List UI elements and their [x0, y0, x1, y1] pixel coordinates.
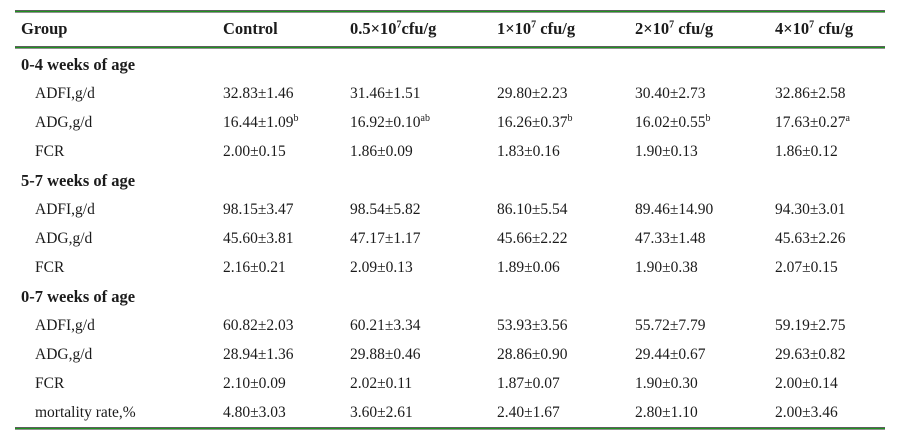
- row-label: FCR: [35, 258, 65, 276]
- data-cell: 31.46±1.51: [350, 84, 421, 102]
- data-cell: 17.63±0.27a: [775, 112, 850, 131]
- data-cell: 2.00±3.46: [775, 403, 838, 421]
- table-row: ADG,g/d 45.60±3.81 47.17±1.17 45.66±2.22 47.…: [15, 224, 885, 253]
- data-cell: 16.02±0.55b: [635, 112, 711, 131]
- data-cell: 16.92±0.10ab: [350, 112, 430, 131]
- data-cell: 2.02±0.11: [350, 374, 413, 392]
- section-row: 0-7 weeks of age: [15, 282, 885, 311]
- data-cell: 29.88±0.46: [350, 345, 421, 363]
- data-cell: 53.93±3.56: [497, 316, 568, 334]
- data-cell: 60.82±2.03: [223, 316, 294, 334]
- data-cell: 2.07±0.15: [775, 258, 838, 276]
- data-cell: 1.87±0.07: [497, 374, 560, 392]
- data-cell: 2.40±1.67: [497, 403, 560, 421]
- section-label: 0-4 weeks of age: [21, 54, 136, 74]
- data-cell: 60.21±3.34: [350, 316, 421, 334]
- row-label: FCR: [35, 374, 65, 392]
- table-row: FCR 2.10±0.09 2.02±0.11 1.87±0.07 1.90±0.30 2…: [15, 369, 885, 398]
- table-bottom-rule: [15, 427, 885, 430]
- table-row: ADG,g/d 16.44±1.09b 16.92±0.10ab 16.26±0.37…: [15, 108, 885, 137]
- significance-superscript: b: [567, 112, 573, 124]
- data-cell: 1.90±0.30: [635, 374, 698, 392]
- data-cell: 32.86±2.58: [775, 84, 846, 102]
- data-cell: 89.46±14.90: [635, 200, 714, 218]
- data-cell: 16.26±0.37b: [497, 112, 573, 131]
- row-label: ADG,g/d: [35, 345, 93, 363]
- data-cell: 32.83±1.46: [223, 84, 294, 102]
- table-row: ADFI,g/d 98.15±3.47 98.54±5.82 86.10±5.54 89…: [15, 195, 885, 224]
- row-label: ADFI,g/d: [35, 84, 95, 102]
- data-cell: 4.80±3.03: [223, 403, 286, 421]
- data-cell: 59.19±2.75: [775, 316, 846, 334]
- data-cell: 47.33±1.48: [635, 229, 706, 247]
- data-cell: 45.63±2.26: [775, 229, 846, 247]
- data-cell: 2.80±1.10: [635, 403, 698, 421]
- data-cell: 29.44±0.67: [635, 345, 706, 363]
- header-bottom-rule: [15, 46, 885, 49]
- table-row: FCR 2.00±0.15 1.86±0.09 1.83±0.16 1.90±0.13 1…: [15, 137, 885, 166]
- table-row: mortality rate,% 4.80±3.03 3.60±2.61 2.40±1…: [15, 398, 885, 427]
- significance-superscript: 7: [669, 19, 675, 31]
- section-row: 0-4 weeks of age: [15, 50, 885, 79]
- table-body: 0-4 weeks of age ADFI,g/d 32.83±1.46 31.46±…: [15, 45, 885, 427]
- data-cell: 86.10±5.54: [497, 200, 568, 218]
- significance-superscript: b: [705, 112, 711, 124]
- table-row: ADFI,g/d 32.83±1.46 31.46±1.51 29.80±2.23 30…: [15, 79, 885, 108]
- data-cell: 28.86±0.90: [497, 345, 568, 363]
- data-cell: 28.94±1.36: [223, 345, 294, 363]
- row-label: ADFI,g/d: [35, 200, 95, 218]
- group-column-header: Group: [21, 19, 68, 38]
- data-cell: 1.86±0.12: [775, 142, 838, 160]
- data-cell: 1.90±0.38: [635, 258, 698, 276]
- data-cell: 2.16±0.21: [223, 258, 286, 276]
- dose-column-header: 1×107 cfu/g: [497, 19, 576, 38]
- row-label: FCR: [35, 142, 65, 160]
- data-cell: 2.10±0.09: [223, 374, 286, 392]
- data-cell: 29.80±2.23: [497, 84, 568, 102]
- significance-superscript: 7: [396, 19, 402, 31]
- section-label: 5-7 weeks of age: [21, 170, 136, 190]
- row-label: ADFI,g/d: [35, 316, 95, 334]
- data-cell: 45.66±2.22: [497, 229, 568, 247]
- data-cell: 98.54±5.82: [350, 200, 421, 218]
- data-cell: 16.44±1.09b: [223, 112, 299, 131]
- data-cell: 55.72±7.79: [635, 316, 706, 334]
- table-top-rule: [15, 10, 885, 13]
- data-cell: 29.63±0.82: [775, 345, 846, 363]
- data-cell: 1.89±0.06: [497, 258, 560, 276]
- data-cell: 1.83±0.16: [497, 142, 560, 160]
- row-label: mortality rate,%: [35, 403, 136, 421]
- data-cell: 30.40±2.73: [635, 84, 706, 102]
- dose-column-header: 4×107 cfu/g: [775, 19, 854, 38]
- significance-superscript: 7: [809, 19, 815, 31]
- data-cell: 2.09±0.13: [350, 258, 413, 276]
- dose-column-header: 0.5×107cfu/g: [350, 19, 437, 38]
- table-row: ADG,g/d 28.94±1.36 29.88±0.46 28.86±0.90 29.…: [15, 340, 885, 369]
- data-cell: 98.15±3.47: [223, 200, 294, 218]
- table-row: ADFI,g/d 60.82±2.03 60.21±3.34 53.93±3.56 55…: [15, 311, 885, 340]
- significance-superscript: a: [845, 112, 850, 124]
- header-row: Group Control 0.5×107cfu/g 1×107 cfu/g 2×107…: [15, 13, 885, 45]
- table-row: FCR 2.16±0.21 2.09±0.13 1.89±0.06 1.90±0.38 2…: [15, 253, 885, 282]
- data-cell: 1.90±0.13: [635, 142, 698, 160]
- data-cell: 3.60±2.61: [350, 403, 413, 421]
- dose-column-header: Control: [223, 19, 278, 38]
- data-cell: 2.00±0.14: [775, 374, 838, 392]
- results-table: Group Control 0.5×107cfu/g 1×107 cfu/g 2×107…: [15, 13, 885, 427]
- data-cell: 45.60±3.81: [223, 229, 294, 247]
- data-cell: 47.17±1.17: [350, 229, 421, 247]
- data-cell: 94.30±3.01: [775, 200, 846, 218]
- significance-superscript: b: [293, 112, 299, 124]
- header-divider-row: [15, 45, 885, 50]
- section-label: 0-7 weeks of age: [21, 286, 136, 306]
- data-cell: 2.00±0.15: [223, 142, 286, 160]
- significance-superscript: ab: [420, 112, 430, 124]
- data-cell: 1.86±0.09: [350, 142, 413, 160]
- row-label: ADG,g/d: [35, 229, 93, 247]
- significance-superscript: 7: [531, 19, 537, 31]
- dose-column-header: 2×107 cfu/g: [635, 19, 714, 38]
- row-label: ADG,g/d: [35, 113, 93, 131]
- section-row: 5-7 weeks of age: [15, 166, 885, 195]
